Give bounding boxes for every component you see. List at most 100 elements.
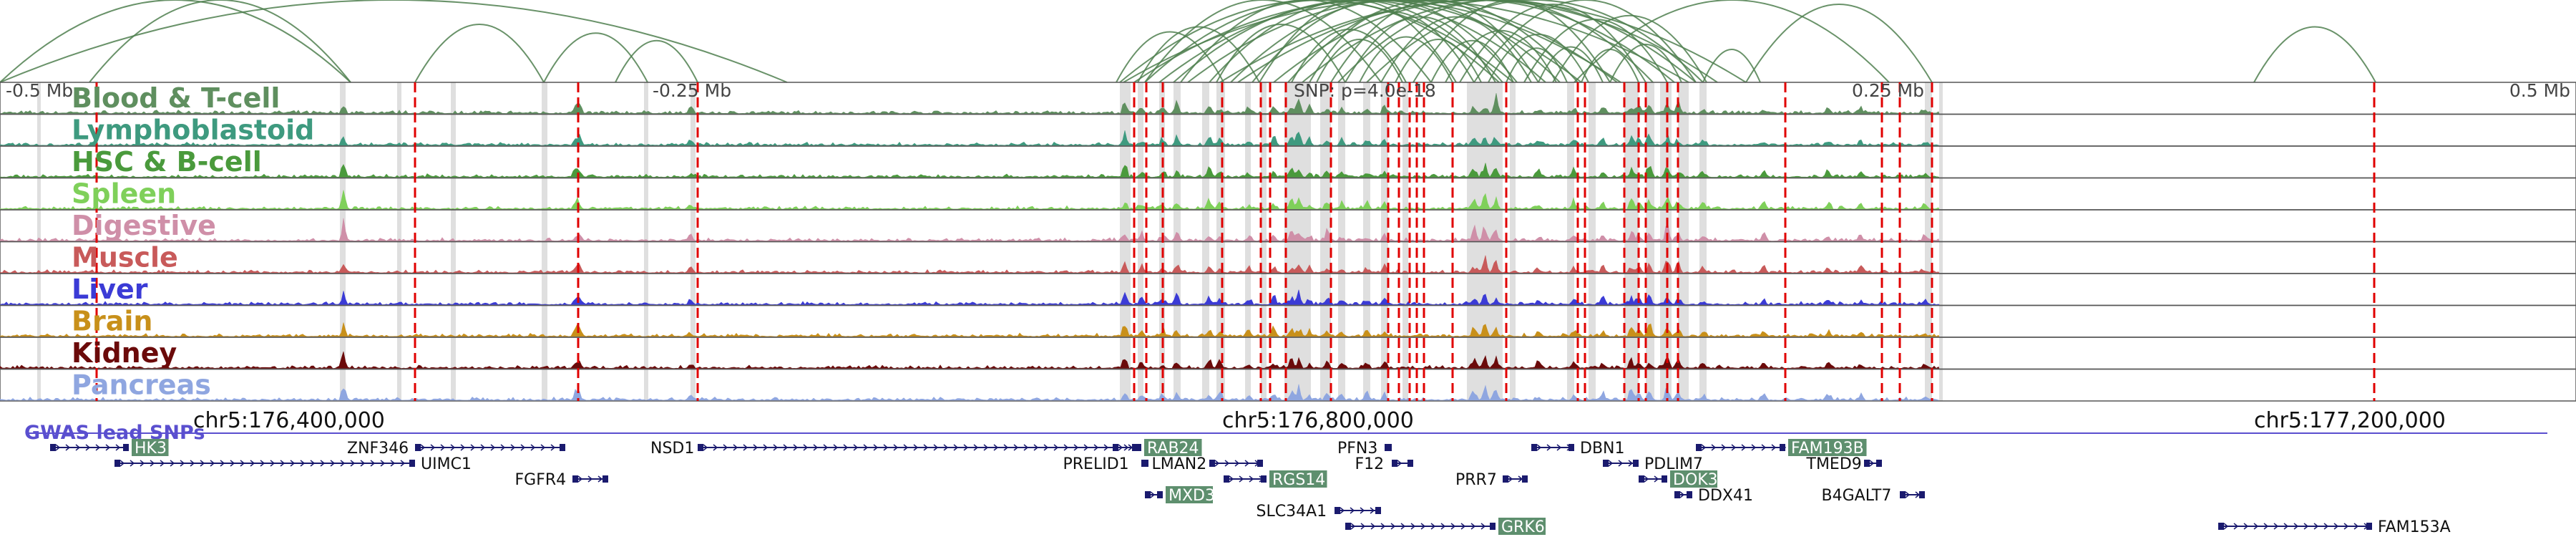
strand-arrow: [1400, 523, 1406, 530]
strand-arrow: [1761, 444, 1767, 451]
strand-arrow: [2323, 523, 2329, 530]
gene-label: TMED9: [1806, 455, 1862, 473]
exon: [1674, 491, 1680, 498]
strand-arrow: [1751, 444, 1757, 451]
scale-right-label: 0.5 Mb: [2509, 80, 2570, 101]
exon: [1224, 475, 1229, 483]
interaction-arc: [1259, 0, 1457, 83]
gene-highlight: [1166, 486, 1213, 503]
strand-arrow: [833, 444, 839, 451]
strand-arrow: [1118, 444, 1123, 451]
strand-arrow: [1244, 460, 1250, 467]
strand-arrow: [933, 444, 939, 451]
strand-arrow: [119, 460, 125, 467]
exon: [1687, 491, 1692, 498]
interaction-arc: [0, 0, 351, 83]
interaction-arc: [1330, 0, 1539, 83]
interaction-arc: [1359, 36, 1453, 83]
strand-arrow: [260, 460, 265, 467]
strand-arrow: [1546, 444, 1552, 451]
scale-mid-left-label: -0.25 Mb: [653, 80, 731, 101]
strand-arrow: [913, 444, 919, 451]
interaction-arc: [1309, 11, 1475, 83]
strand-arrow: [520, 444, 526, 451]
strand-arrow: [1397, 460, 1402, 467]
gene-highlight: [1670, 470, 1717, 488]
strand-arrow: [2313, 523, 2319, 530]
exon: [572, 475, 578, 483]
coordinate-center: chr5:176,800,000: [1222, 408, 1414, 433]
interaction-arc: [1538, 46, 1604, 83]
strand-arrow: [310, 460, 316, 467]
interaction-arc: [1430, 40, 1514, 83]
strand-arrow: [1350, 523, 1356, 530]
gene-label: GRK6: [1501, 518, 1545, 536]
strand-arrow: [370, 460, 376, 467]
track-label: HSC & B-cell: [72, 146, 262, 178]
track-label: Blood & T-cell: [72, 82, 280, 114]
exon: [1345, 523, 1351, 530]
track-signal: [0, 322, 1940, 337]
interaction-arc: [543, 32, 648, 83]
strand-arrow: [340, 460, 346, 467]
exon: [1392, 460, 1397, 467]
strand-arrow: [250, 460, 255, 467]
exon: [1633, 460, 1639, 467]
strand-arrow: [923, 444, 929, 451]
track-signal: [0, 218, 1940, 242]
strand-arrow: [180, 460, 185, 467]
strand-arrow: [577, 475, 583, 483]
strand-arrow: [943, 444, 949, 451]
strand-arrow: [1380, 523, 1386, 530]
exon: [1876, 460, 1882, 467]
coordinate-left: chr5:176,400,000: [193, 408, 385, 433]
strand-arrow: [1721, 444, 1727, 451]
exon: [698, 444, 703, 451]
strand-arrow: [1234, 460, 1240, 467]
exon: [2366, 523, 2372, 530]
strand-arrow: [140, 460, 145, 467]
strand-arrow: [1644, 475, 1649, 483]
strand-arrow: [530, 444, 536, 451]
track-label: Brain: [72, 306, 152, 337]
strand-arrow: [993, 444, 999, 451]
strand-arrow: [1360, 523, 1366, 530]
strand-arrow: [1128, 444, 1133, 451]
strand-arrow: [2223, 523, 2229, 530]
strand-arrow: [200, 460, 205, 467]
gene-label: PDLIM7: [1644, 455, 1703, 473]
strand-arrow: [2233, 523, 2239, 530]
track-label: Lymphoblastoid: [72, 115, 314, 146]
strand-arrow: [510, 444, 516, 451]
strand-arrow: [330, 460, 336, 467]
gene-label: SLC34A1: [1257, 503, 1327, 521]
interaction-arc: [1123, 0, 1689, 83]
gene-label: RAB24: [1147, 440, 1199, 458]
track-signal: [0, 130, 1940, 146]
exon: [1386, 444, 1392, 451]
track-label: Pancreas: [72, 369, 211, 401]
interaction-arc: [1609, 44, 1682, 83]
interaction-arc: [1459, 4, 1646, 83]
gene-label: FGFR4: [515, 471, 567, 489]
interaction-arc: [1745, 4, 1933, 83]
exon: [1780, 444, 1785, 451]
gene-label: FAM193B: [1791, 440, 1864, 458]
scale-mid-right-label: 0.25 Mb: [1852, 80, 1924, 101]
interaction-arc: [1337, 0, 1654, 83]
strand-arrow: [490, 444, 496, 451]
strand-arrow: [703, 444, 708, 451]
strand-arrow: [450, 444, 456, 451]
exon: [1662, 475, 1667, 483]
exon: [1335, 507, 1340, 514]
interaction-arc: [1488, 34, 1589, 83]
strand-arrow: [963, 444, 969, 451]
gene-label: UIMC1: [421, 455, 472, 473]
interaction-arc: [1473, 0, 1697, 83]
interaction-arc: [1137, 26, 1260, 83]
strand-arrow: [743, 444, 748, 451]
strand-arrow: [873, 444, 879, 451]
strand-arrow: [460, 444, 466, 451]
strand-arrow: [1869, 460, 1875, 467]
